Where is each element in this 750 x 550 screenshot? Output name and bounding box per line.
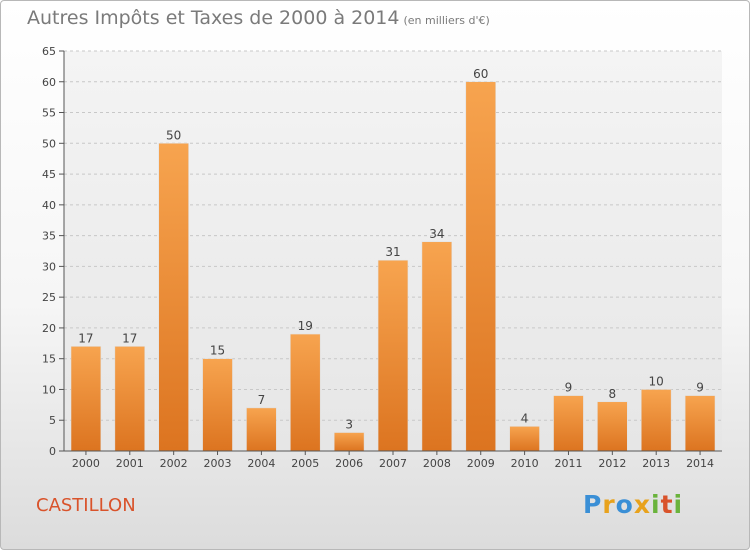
data-label: 8 [609, 387, 617, 401]
logo-letter: r [602, 490, 616, 519]
x-tick-label: 2005 [291, 457, 319, 470]
bar [597, 401, 628, 452]
x-tick-label: 2006 [335, 457, 363, 470]
y-tick-label: 30 [42, 260, 56, 273]
x-tick-label: 2013 [642, 457, 670, 470]
logo-letter: i [673, 490, 684, 519]
proxiti-logo: Proxiti [583, 490, 683, 519]
data-label: 34 [429, 227, 444, 241]
x-tick-label: 2011 [554, 457, 582, 470]
bar [377, 259, 409, 452]
chart-title-main: Autres Impôts et Taxes de 2000 à 2014 [27, 7, 400, 29]
bar [333, 432, 365, 452]
x-tick-label: 2000 [72, 457, 100, 470]
y-tick-label: 65 [42, 45, 56, 58]
data-label: 19 [298, 319, 313, 333]
data-label: 50 [166, 128, 181, 142]
bar [158, 143, 189, 452]
bar [421, 241, 453, 452]
y-tick-label: 20 [42, 322, 56, 335]
y-tick-label: 50 [42, 137, 56, 150]
data-label: 15 [210, 344, 225, 358]
data-label: 9 [696, 381, 704, 395]
bar [641, 389, 672, 452]
x-tick-label: 2001 [116, 457, 144, 470]
data-label: 9 [565, 381, 573, 395]
x-tick-label: 2002 [160, 457, 188, 470]
data-label: 60 [473, 67, 488, 81]
logo-letter: x [633, 490, 651, 519]
y-tick-label: 40 [42, 199, 56, 212]
data-label: 10 [649, 374, 664, 388]
x-tick-label: 2003 [204, 457, 232, 470]
y-tick-label: 10 [42, 383, 56, 396]
data-label: 31 [385, 245, 400, 259]
bar [246, 407, 277, 452]
bar [202, 358, 233, 452]
y-tick-label: 55 [42, 107, 56, 120]
logo-letter: P [583, 490, 603, 519]
bar [465, 81, 496, 452]
y-tick-label: 15 [42, 353, 56, 366]
y-tick-label: 45 [42, 168, 56, 181]
bar [553, 395, 584, 452]
bar [509, 426, 540, 452]
y-tick-label: 60 [42, 76, 56, 89]
data-label: 17 [78, 331, 93, 345]
data-label: 4 [521, 411, 529, 425]
bar [70, 346, 102, 452]
chart-title-unit: (en milliers d'€) [403, 14, 490, 27]
data-label: 17 [122, 331, 137, 345]
data-label: 7 [258, 393, 266, 407]
x-axis: 2000 2001 2002 2003 2004 2005 2006 2007 2008 2009… [64, 450, 722, 470]
logo-letter: i [651, 490, 661, 519]
y-tick-label: 35 [42, 230, 56, 243]
x-tick-label: 2014 [686, 457, 714, 470]
y-axis: 0 5 10 15 20 25 30 35 40 45 50 55 60 65 [42, 45, 65, 458]
x-tick-label: 2010 [511, 457, 539, 470]
x-tick-label: 2004 [247, 457, 275, 470]
x-tick-label: 2009 [467, 457, 495, 470]
y-tick-label: 5 [49, 414, 56, 427]
y-tick-label: 25 [42, 291, 56, 304]
bar [684, 395, 716, 452]
chart-title: Autres Impôts et Taxes de 2000 à 2014 (en… [27, 7, 490, 29]
location-name: CASTILLON [36, 495, 136, 516]
bars: 17 17 50 15 7 19 3 31 34 60 4 9 8 10 9 [70, 67, 716, 452]
x-tick-label: 2007 [379, 457, 407, 470]
y-tick-label: 0 [49, 445, 56, 458]
data-label: 3 [345, 418, 353, 432]
logo-letter: o [615, 490, 634, 519]
x-tick-label: 2008 [423, 457, 451, 470]
bar [290, 333, 321, 452]
x-tick-label: 2012 [598, 457, 626, 470]
logo-letter: t [660, 490, 674, 519]
bar [114, 346, 145, 452]
